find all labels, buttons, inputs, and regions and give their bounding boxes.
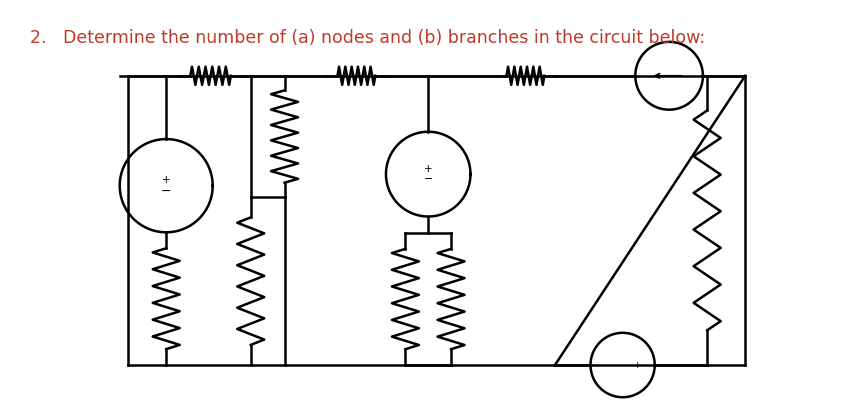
Text: −: − — [161, 185, 171, 198]
Text: +: + — [162, 175, 170, 185]
Text: −: − — [605, 361, 612, 369]
Text: −: − — [423, 174, 433, 184]
Text: +: + — [424, 164, 432, 174]
Text: +: + — [633, 361, 641, 369]
Text: 2.   Determine the number of (a) nodes and (b) branches in the circuit below:: 2. Determine the number of (a) nodes and… — [30, 29, 705, 47]
